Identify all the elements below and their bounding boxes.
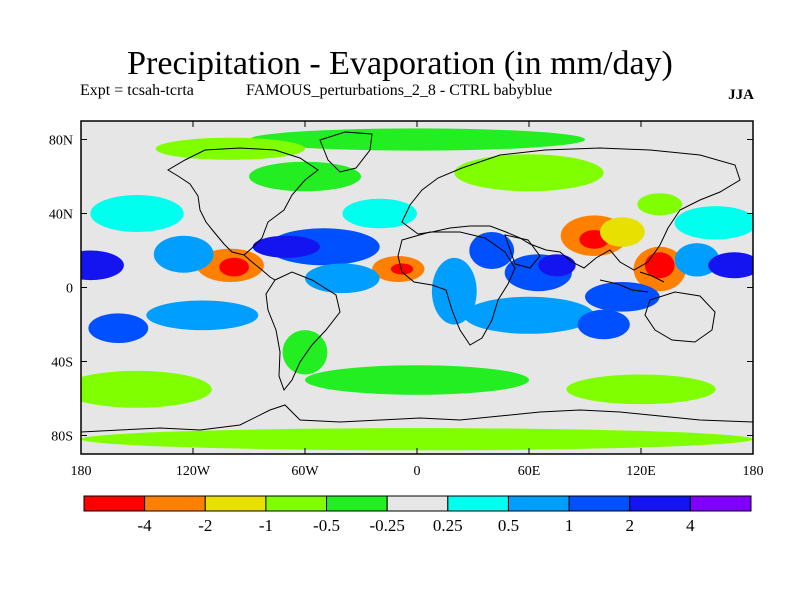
colorbar-swatch <box>265 495 328 512</box>
field-patch <box>219 257 250 277</box>
field-patch <box>637 193 683 216</box>
field-patch <box>708 252 753 279</box>
field-patch <box>454 154 604 192</box>
coast-south-america <box>265 271 341 392</box>
colorbar-label: -0.25 <box>369 516 404 535</box>
colorbar-swatch <box>689 495 752 512</box>
field-patch <box>674 206 753 240</box>
colorbar-label: 2 <box>625 516 634 535</box>
colorbar-label: 4 <box>686 516 695 535</box>
field-patch <box>305 365 529 395</box>
field-layer <box>81 128 753 451</box>
field-patch <box>538 254 576 277</box>
colorbar-label: -4 <box>138 516 153 535</box>
colorbar-swatch <box>568 495 631 512</box>
field-patch <box>390 263 414 275</box>
season-label: JJA <box>728 87 754 103</box>
lat-label: 80S <box>51 430 73 445</box>
field-patch <box>90 195 184 232</box>
colorbar-label: 1 <box>565 516 574 535</box>
lon-label: 120E <box>626 464 656 479</box>
lat-label: 40N <box>49 208 73 223</box>
colorbar-swatch <box>447 495 509 512</box>
lat-label: 80N <box>49 134 73 149</box>
field-patch <box>644 252 675 279</box>
colorbar-label: -0.5 <box>313 516 340 535</box>
lon-label: 0 <box>414 464 421 479</box>
experiment-label: Expt = tcsah-tcrta <box>80 82 194 99</box>
case-label: FAMOUS_perturbations_2_8 - CTRL babyblue <box>246 82 553 99</box>
field-patch <box>305 263 380 294</box>
colorbar-label: 0.5 <box>498 516 519 535</box>
field-patch <box>81 370 212 408</box>
lon-label: 60E <box>518 464 541 479</box>
coast-north-america <box>167 147 319 256</box>
field-patch <box>249 128 585 151</box>
lon-label: 120W <box>176 464 211 479</box>
colorbar-swatch <box>144 495 206 512</box>
colorbar-label: -1 <box>259 516 273 535</box>
field-patch <box>146 300 259 331</box>
field-patch <box>577 309 630 340</box>
lon-label: 180 <box>71 464 92 479</box>
lon-label: 180 <box>743 464 764 479</box>
field-patch <box>431 257 477 325</box>
field-patch <box>674 243 720 277</box>
map-axes: 80N 40N 0 40S 80S 180 120W 60W 0 60E 120E 180 <box>49 121 764 479</box>
colorbar-swatch <box>629 495 691 512</box>
field-patch <box>153 235 214 273</box>
coast-indonesia <box>599 271 665 293</box>
field-patch <box>469 232 515 269</box>
lat-label: 0 <box>66 282 73 297</box>
colorbar-swatch <box>386 495 449 512</box>
field-patch <box>282 330 328 375</box>
colorbar-swatch <box>204 495 267 512</box>
lon-label: 60W <box>291 464 319 479</box>
coast-africa <box>397 231 516 346</box>
coast-arabia <box>504 234 541 269</box>
colorbar-label: -2 <box>198 516 212 535</box>
lat-label: 40S <box>51 356 73 371</box>
coast-australia <box>644 291 716 343</box>
colorbar-label: 0.25 <box>433 516 463 535</box>
field-patch <box>463 296 595 334</box>
field-patch <box>81 250 124 281</box>
colorbar-swatch <box>507 495 570 512</box>
field-patch <box>599 217 645 247</box>
coast-europe-asia <box>401 147 741 271</box>
field-patch <box>342 198 418 229</box>
map-title: Precipitation - Evaporation (in mm/day) <box>127 45 673 82</box>
field-patch <box>585 282 660 312</box>
field-patch <box>88 313 149 344</box>
coast-central-america <box>243 254 276 281</box>
field-patch <box>252 235 320 258</box>
colorbar: -4 -2 -1 -0.5 -0.25 0.25 0.5 1 2 4 <box>83 495 752 535</box>
colorbar-swatch <box>83 495 146 512</box>
field-patch <box>249 161 361 192</box>
colorbar-swatch <box>326 495 388 512</box>
coast-antarctica <box>81 404 753 433</box>
coast-greenland <box>319 131 373 173</box>
field-patch <box>81 428 753 451</box>
coastlines <box>81 131 753 433</box>
field-patch <box>566 374 716 405</box>
